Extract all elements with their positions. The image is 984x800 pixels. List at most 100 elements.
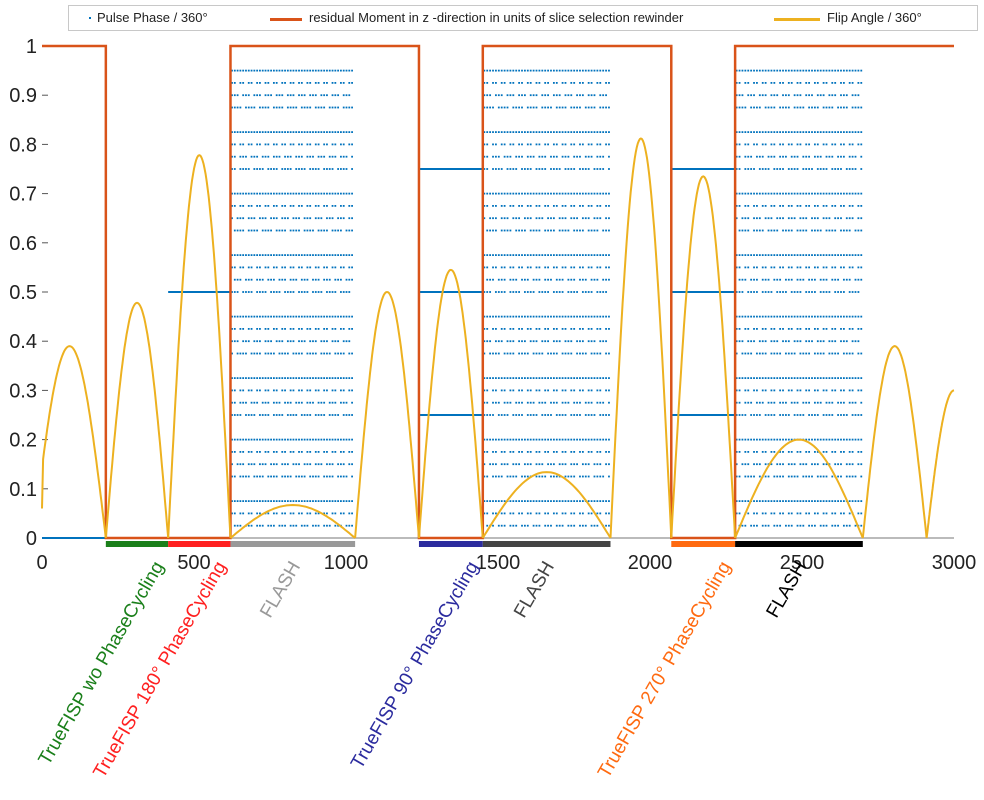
- pulse-phase-point: [284, 143, 286, 146]
- pulse-phase-point: [747, 143, 750, 146]
- pulse-phase-point: [526, 254, 529, 256]
- pulse-phase-point: [819, 278, 822, 281]
- pulse-phase-point: [253, 192, 256, 195]
- pulse-phase-point: [256, 512, 259, 515]
- pulse-phase-point: [840, 205, 842, 207]
- pulse-phase-point: [845, 524, 848, 527]
- pulse-phase-point: [253, 69, 256, 72]
- pulse-phase-point: [351, 168, 353, 170]
- pulse-phase-point: [561, 205, 564, 207]
- pulse-phase-point: [735, 106, 738, 109]
- pulse-phase-point: [489, 106, 492, 109]
- pulse-phase-point: [526, 451, 529, 453]
- pulse-phase-point: [281, 192, 284, 195]
- pulse-phase-point: [552, 155, 555, 158]
- pulse-phase-point: [825, 155, 828, 158]
- pulse-phase-point: [497, 131, 500, 133]
- pulse-phase-point: [278, 315, 281, 318]
- pulse-phase-point: [337, 131, 340, 133]
- pulse-phase-point: [831, 131, 834, 133]
- pulse-phase-point: [242, 328, 245, 330]
- pulse-phase-point: [247, 291, 250, 293]
- pulse-phase-point: [814, 524, 816, 527]
- pulse-phase-point: [596, 254, 599, 256]
- pulse-phase-point: [741, 463, 744, 466]
- pulse-phase-point: [773, 377, 776, 379]
- pulse-phase-point: [231, 106, 233, 109]
- pulse-phase-point: [483, 315, 486, 318]
- pulse-phase-point: [242, 168, 245, 170]
- pulse-phase-point: [747, 192, 750, 195]
- pulse-phase-point: [495, 254, 497, 256]
- pulse-phase-point: [264, 143, 267, 146]
- pulse-phase-point: [326, 524, 328, 527]
- pulse-phase-point: [787, 414, 790, 416]
- pulse-phase-point: [735, 328, 738, 330]
- pulse-phase-point: [303, 500, 306, 502]
- pulse-phase-point: [567, 438, 570, 441]
- pulse-phase-point: [747, 475, 750, 478]
- pulse-phase-point: [550, 106, 552, 109]
- pulse-phase-point: [587, 106, 590, 109]
- pulse-phase-point: [570, 340, 573, 343]
- pulse-phase-point: [814, 401, 816, 404]
- pulse-phase-point: [326, 94, 328, 97]
- y-axis: 00.10.20.30.40.50.60.70.80.91: [9, 36, 48, 550]
- pulse-phase-point: [805, 451, 808, 453]
- pulse-phase-point: [744, 82, 747, 84]
- pulse-phase-point: [796, 131, 799, 133]
- pulse-phase-point: [819, 377, 822, 379]
- flip-angle-lobe: [925, 389, 955, 539]
- segment-bar: [105, 541, 169, 547]
- pulse-phase-point: [506, 475, 509, 478]
- pulse-phase-point: [309, 512, 312, 515]
- pulse-phase-point: [741, 438, 744, 441]
- pulse-phase-point: [584, 131, 587, 133]
- pulse-phase-point: [573, 500, 576, 502]
- pulse-phase-point: [544, 155, 547, 158]
- pulse-phase-point: [544, 254, 547, 256]
- pulse-phase-point: [550, 229, 552, 232]
- pulse-phase-point: [535, 254, 538, 256]
- pulse-phase-point: [825, 414, 828, 416]
- pulse-phase-point: [787, 463, 790, 466]
- pulse-phase-point: [770, 451, 773, 453]
- pulse-phase-point: [854, 229, 857, 232]
- pulse-phase-point: [860, 475, 863, 478]
- pulse-phase-point: [323, 229, 326, 232]
- pulse-phase-point: [314, 278, 317, 281]
- pulse-phase-point: [773, 278, 776, 281]
- pulse-phase-point: [503, 82, 506, 84]
- pulse-phase-point: [515, 155, 518, 158]
- pulse-phase-point: [538, 192, 541, 195]
- pulse-phase-point: [564, 155, 567, 158]
- pulse-phase-point: [300, 451, 303, 453]
- flip-angle-lobe: [41, 345, 107, 539]
- pulse-phase-point: [770, 217, 773, 220]
- pulse-phase-point: [233, 315, 236, 318]
- pulse-phase-point: [605, 328, 607, 330]
- pulse-phase-point: [309, 377, 312, 379]
- pulse-phase-point: [848, 205, 851, 207]
- pulse-phase-point: [857, 217, 860, 220]
- pulse-phase-point: [503, 266, 506, 269]
- pulse-phase-point: [787, 389, 790, 392]
- pulse-phase-point: [738, 192, 741, 195]
- pulse-phase-point: [814, 438, 816, 441]
- pulse-phase-point: [747, 131, 750, 133]
- pulse-phase-point: [326, 389, 328, 392]
- pulse-phase-point: [840, 500, 842, 502]
- pulse-phase-point: [767, 217, 770, 220]
- pulse-phase-point: [521, 401, 523, 404]
- pulse-phase-point: [825, 315, 828, 318]
- pulse-phase-point: [811, 94, 813, 97]
- pulse-phase-point: [587, 131, 590, 133]
- pulse-phase-point: [267, 82, 270, 84]
- pulse-phase-point: [314, 69, 317, 72]
- pulse-phase-point: [570, 352, 573, 355]
- pulse-phase-point: [529, 463, 532, 466]
- pulse-phase-point: [331, 438, 334, 441]
- pulse-phase-point: [779, 451, 782, 453]
- pulse-phase-point: [581, 328, 584, 330]
- pulse-phase-point: [337, 106, 340, 109]
